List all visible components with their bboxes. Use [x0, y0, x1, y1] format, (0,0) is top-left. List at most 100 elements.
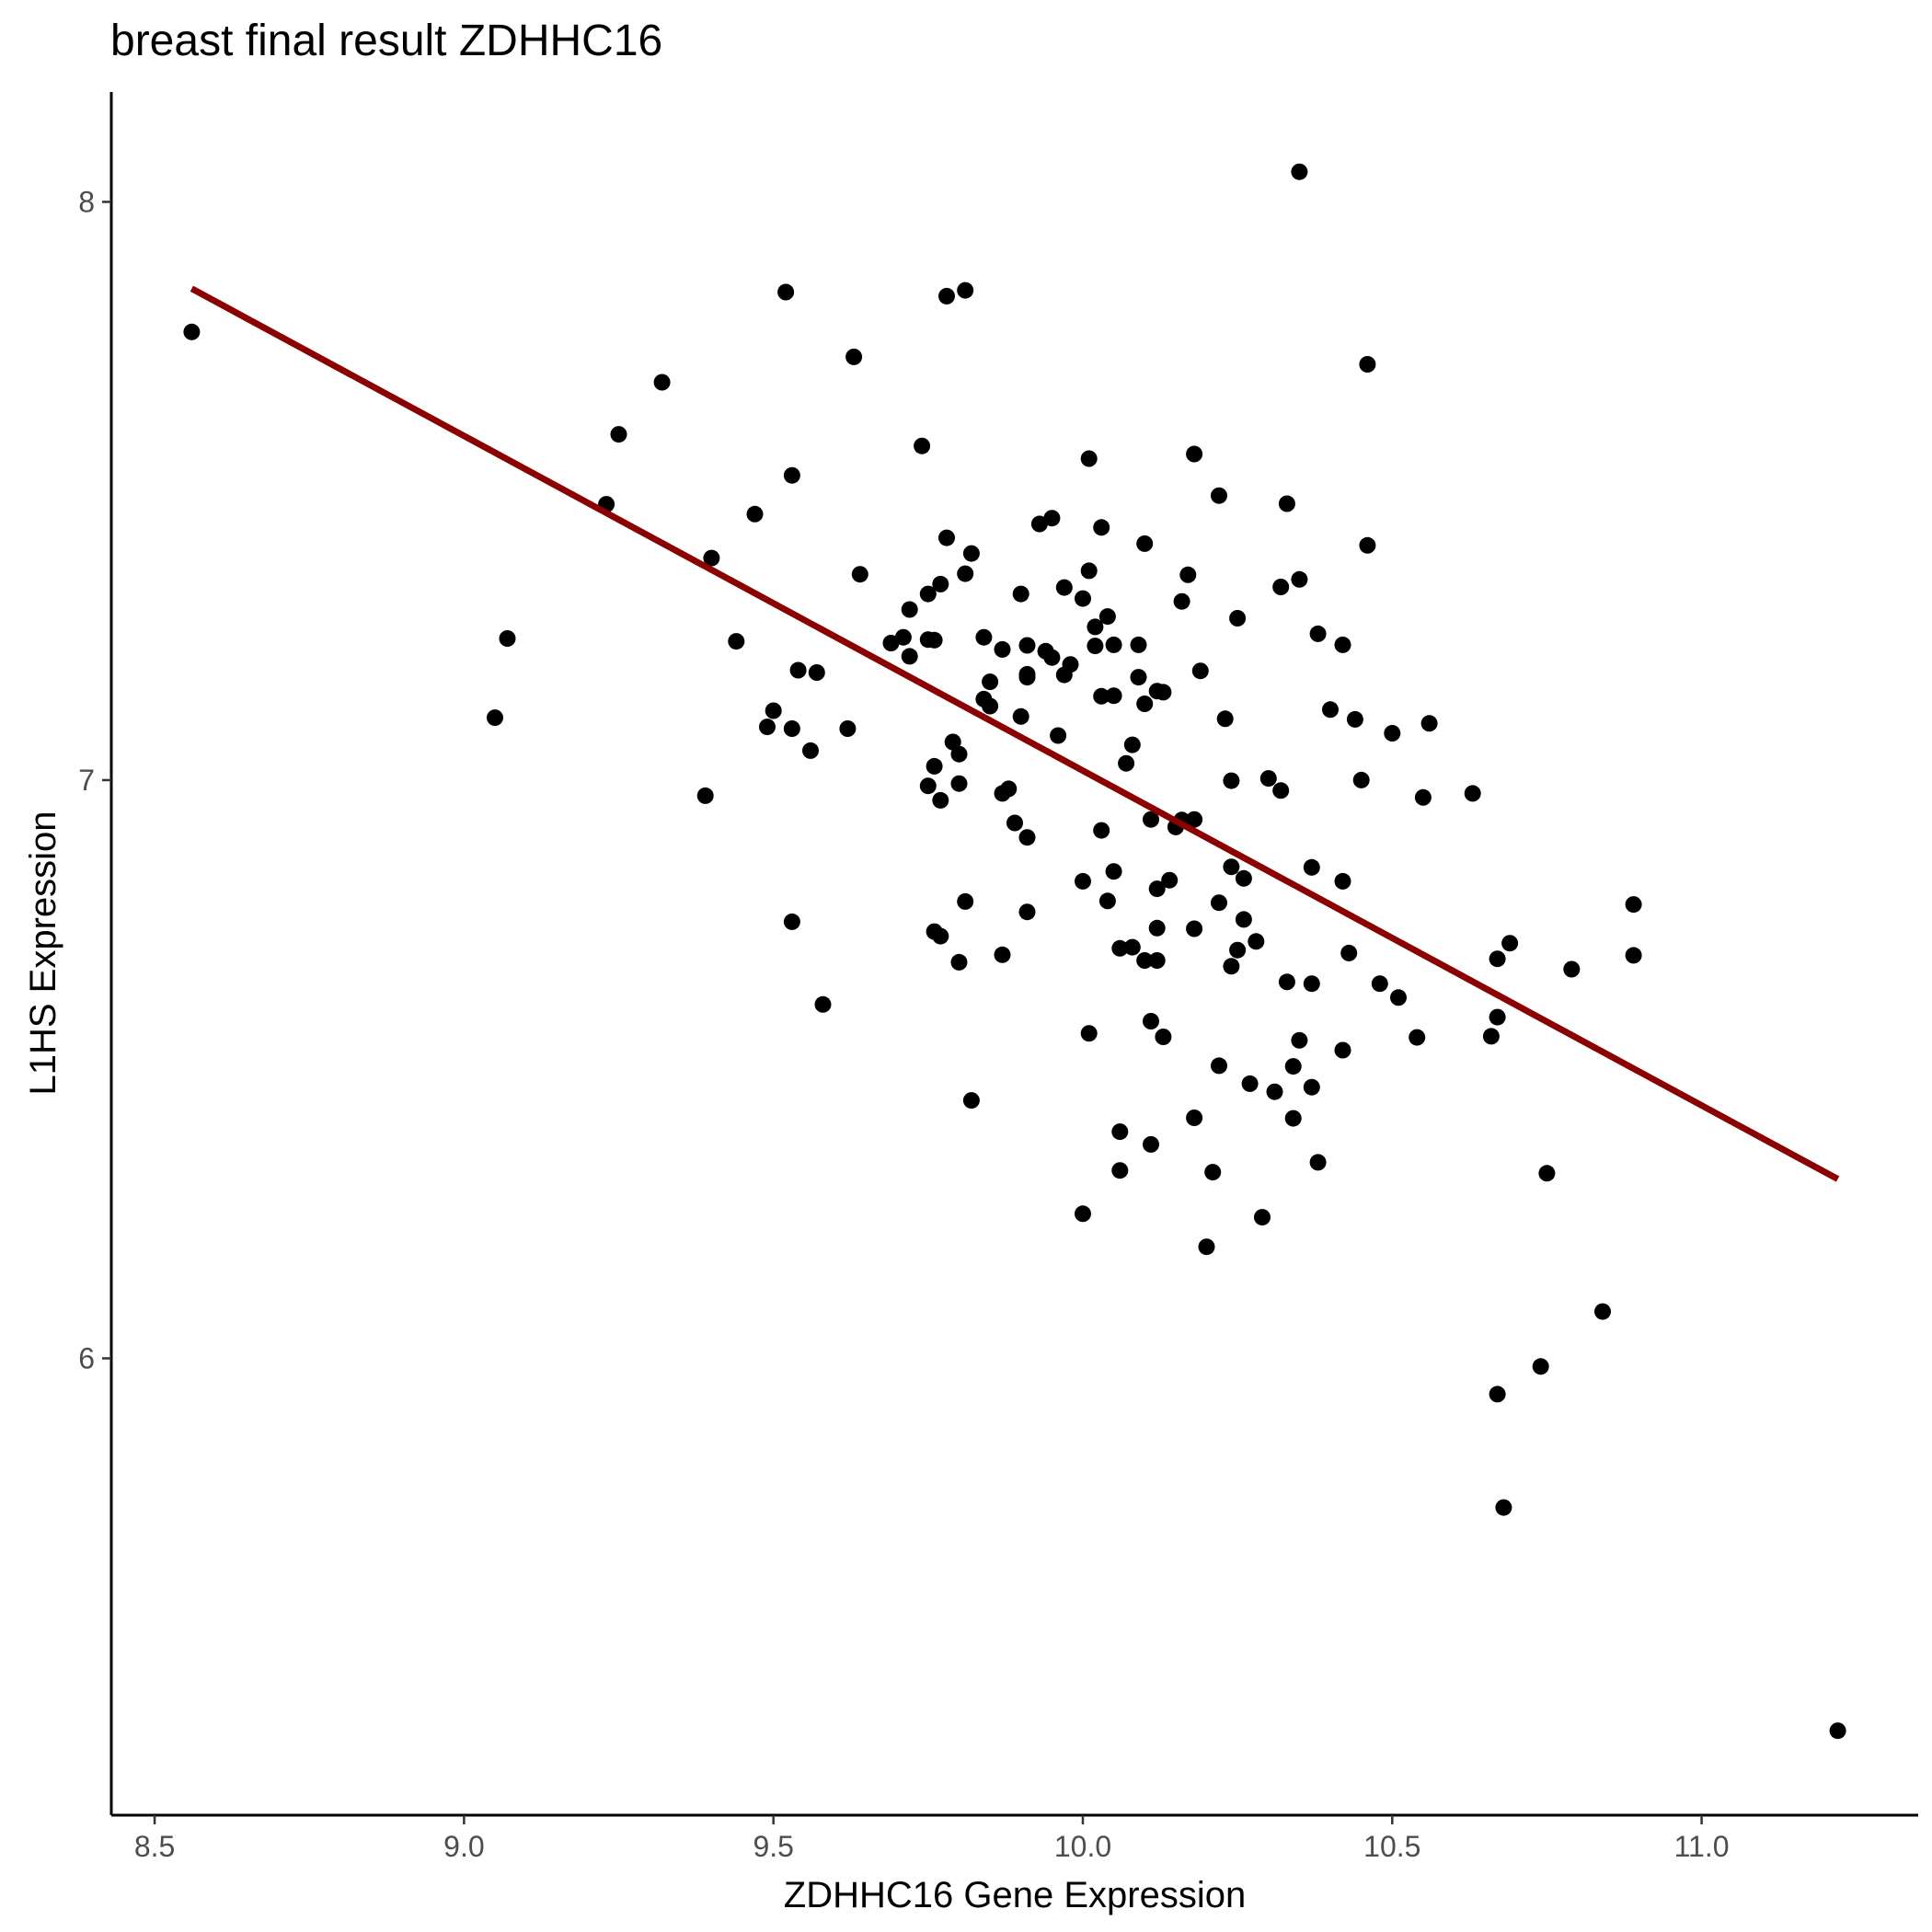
data-point	[1414, 788, 1432, 806]
y-tick-label: 7	[78, 764, 95, 797]
data-point	[1489, 950, 1506, 968]
data-point	[1303, 1078, 1320, 1096]
data-point	[1018, 669, 1036, 686]
data-point	[1018, 829, 1036, 846]
data-point	[1309, 1154, 1327, 1171]
x-tick-label: 10.5	[1363, 1830, 1420, 1863]
data-point	[728, 633, 745, 650]
data-point	[1241, 1075, 1259, 1092]
data-point	[1143, 811, 1159, 828]
data-point	[962, 545, 980, 562]
data-point	[1229, 610, 1247, 627]
data-point	[1111, 1123, 1129, 1141]
data-point	[1359, 536, 1376, 554]
data-point	[1105, 636, 1122, 653]
data-point	[950, 745, 968, 763]
data-point	[1223, 858, 1240, 876]
data-point	[1223, 958, 1240, 975]
data-point	[1186, 920, 1203, 937]
data-point	[839, 720, 857, 737]
data-point	[919, 585, 937, 603]
data-point	[1464, 785, 1481, 802]
data-point	[1093, 687, 1110, 705]
data-point	[1291, 163, 1308, 180]
y-tick-label: 8	[78, 185, 95, 218]
data-point	[808, 664, 825, 681]
data-point	[1272, 579, 1290, 595]
data-point	[777, 283, 795, 301]
data-point	[1291, 1031, 1308, 1049]
data-point	[1155, 684, 1172, 701]
data-point	[1062, 656, 1079, 673]
data-point	[1000, 780, 1018, 798]
data-point	[1080, 562, 1098, 580]
data-point	[1501, 935, 1519, 952]
data-point	[957, 892, 974, 910]
data-point	[1186, 445, 1203, 463]
data-point	[610, 426, 627, 443]
data-point	[851, 566, 868, 583]
x-tick-label: 11.0	[1674, 1830, 1730, 1863]
regression-line	[190, 285, 1840, 1182]
data-point	[1278, 495, 1295, 512]
data-point	[926, 757, 943, 775]
data-point	[1340, 944, 1358, 961]
data-point	[1093, 519, 1110, 536]
data-point	[894, 628, 912, 646]
data-point	[1563, 960, 1581, 978]
data-point	[1075, 590, 1091, 607]
data-point	[1050, 727, 1067, 744]
data-point	[932, 927, 949, 945]
data-point	[1030, 515, 1048, 533]
data-point	[1098, 892, 1116, 910]
data-point	[765, 702, 782, 719]
data-point	[1334, 1041, 1351, 1059]
data-point	[975, 628, 993, 646]
data-point	[957, 282, 974, 299]
data-point	[1211, 487, 1227, 504]
data-point	[1625, 896, 1642, 914]
data-point	[1186, 811, 1203, 828]
data-point	[938, 287, 955, 305]
data-point	[1216, 710, 1234, 728]
data-point	[1012, 707, 1029, 725]
data-point	[994, 946, 1011, 963]
data-point	[1254, 1209, 1271, 1226]
data-point	[1248, 933, 1265, 950]
data-point	[1012, 585, 1029, 603]
data-point	[1303, 975, 1320, 993]
data-point	[1409, 1029, 1426, 1046]
data-point	[759, 719, 776, 736]
data-point	[1322, 701, 1339, 719]
data-point	[1594, 1303, 1611, 1320]
data-point	[901, 648, 918, 665]
data-point	[919, 777, 937, 795]
data-point	[487, 709, 503, 727]
data-point	[845, 348, 863, 365]
data-point	[746, 505, 764, 523]
data-point	[696, 787, 714, 804]
data-point	[1204, 1164, 1222, 1181]
data-point	[1272, 782, 1290, 799]
data-point	[1390, 989, 1407, 1006]
y-tick-label: 6	[78, 1341, 95, 1374]
data-point	[1105, 687, 1122, 705]
data-point	[1420, 715, 1438, 732]
data-point	[1143, 1135, 1159, 1153]
data-point	[1075, 872, 1091, 890]
data-point	[1495, 1499, 1512, 1516]
data-point	[1136, 696, 1154, 712]
data-point	[789, 661, 807, 679]
data-point	[1118, 754, 1135, 772]
data-point	[1291, 570, 1308, 588]
data-point	[957, 565, 974, 582]
data-point	[1018, 903, 1036, 921]
data-point	[1148, 880, 1166, 898]
data-point	[1179, 566, 1197, 583]
data-point	[1043, 510, 1061, 527]
data-point	[1130, 669, 1147, 686]
data-point	[1829, 1722, 1846, 1740]
data-point	[932, 791, 949, 809]
data-point	[950, 953, 968, 971]
data-point	[1143, 1013, 1159, 1029]
